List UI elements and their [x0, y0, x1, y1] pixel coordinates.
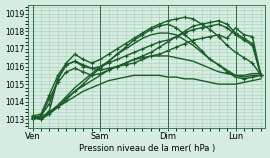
X-axis label: Pression niveau de la mer( hPa ): Pression niveau de la mer( hPa ): [79, 144, 215, 153]
